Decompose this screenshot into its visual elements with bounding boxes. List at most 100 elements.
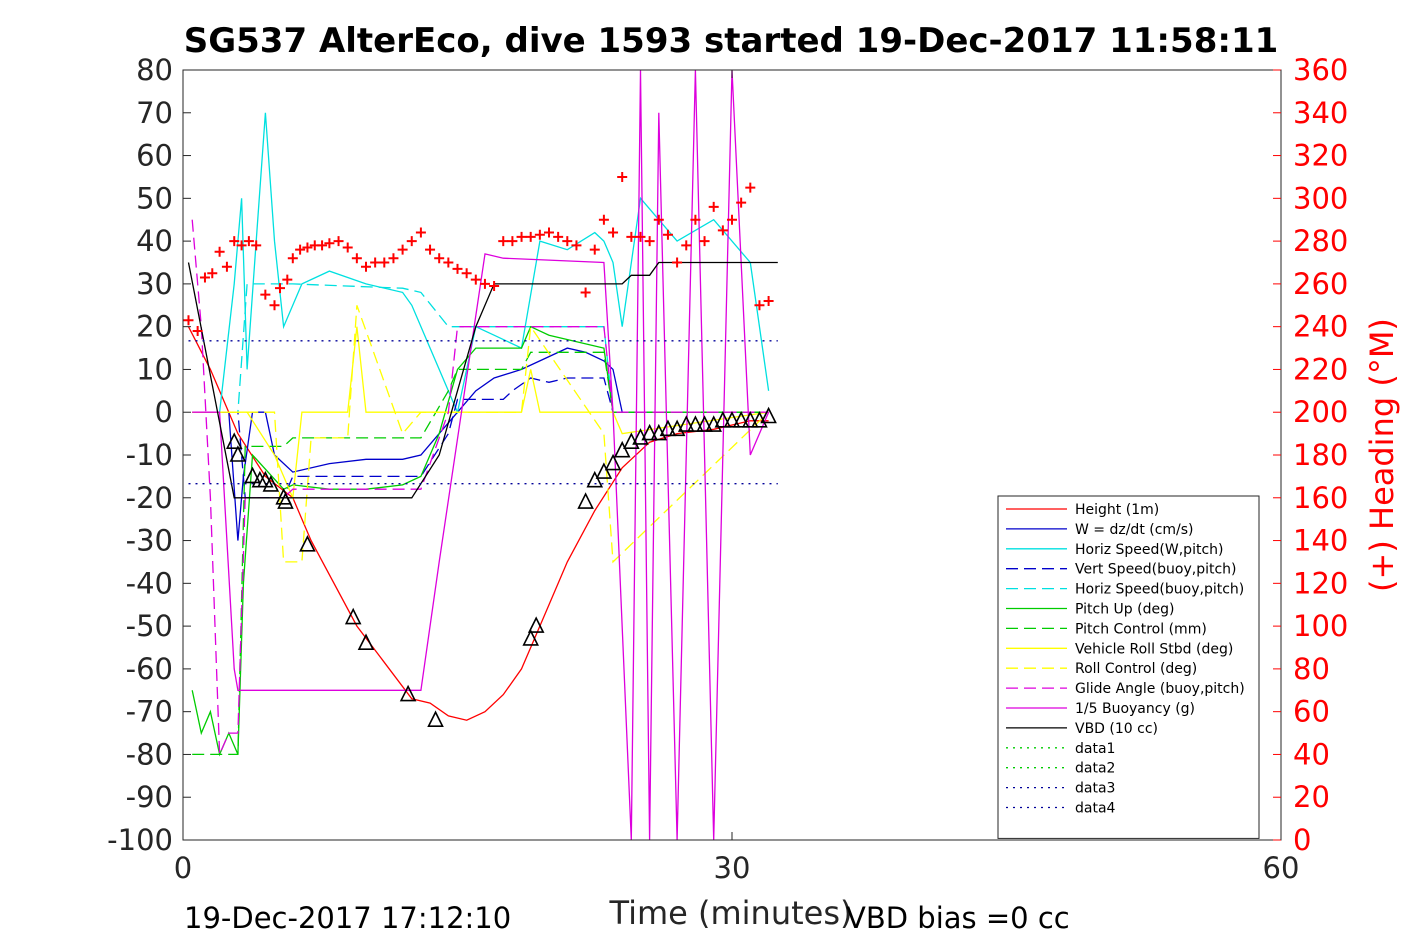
heading-marker	[653, 214, 664, 225]
plot-area	[183, 70, 778, 840]
plot-content	[183, 70, 778, 840]
y2-tick-label: 340	[1293, 96, 1348, 130]
heading-marker	[534, 229, 545, 240]
heading-marker	[192, 325, 203, 336]
heading-marker	[274, 283, 285, 294]
y2-tick-label: 320	[1293, 139, 1348, 173]
y-tick-label: 60	[136, 139, 173, 173]
x-tick-label: 30	[714, 851, 751, 885]
legend-box	[997, 495, 1260, 839]
heading-marker	[727, 214, 737, 225]
dive-marker	[760, 406, 777, 424]
legend-label: Height (1m)	[1075, 502, 1159, 518]
footer-timestamp: 19-Dec-2017 17:12:10	[184, 901, 511, 935]
dive-marker	[427, 710, 444, 728]
dive-marker	[522, 629, 539, 646]
y2-tick-label: 0	[1293, 823, 1311, 857]
heading-marker	[302, 242, 313, 253]
legend-label: Horiz Speed(buoy,pitch)	[1075, 582, 1244, 598]
y2-tick-label: 20	[1293, 780, 1330, 814]
y2-axis-label: (+) Heading (°M)	[1363, 318, 1401, 592]
legend-label: Vert Speed(buoy,pitch)	[1075, 562, 1237, 578]
heading-marker	[452, 263, 463, 274]
series-line-5	[192, 283, 769, 413]
dive-marker	[687, 415, 704, 432]
heading-marker	[507, 236, 518, 247]
legend-label: Roll Control (deg)	[1075, 661, 1197, 677]
y-tick-label: -60	[126, 652, 173, 686]
heading-marker	[699, 236, 710, 247]
dive-marker	[604, 453, 622, 471]
heading-marker	[324, 238, 335, 249]
heading-marker	[580, 287, 591, 298]
heading-marker	[571, 240, 582, 251]
y2-tick-label: 160	[1293, 481, 1348, 515]
heading-marker	[351, 253, 362, 264]
legend-label: VBD (10 cc)	[1075, 721, 1158, 737]
y2-tick-label: 60	[1293, 695, 1330, 729]
y-tick-label: -70	[126, 695, 173, 729]
heading-marker	[243, 236, 254, 247]
heading-marker	[763, 296, 774, 306]
heading-marker	[498, 236, 509, 247]
dive-marker	[277, 492, 294, 509]
dive-marker	[714, 410, 732, 428]
series-line-4	[192, 377, 769, 499]
heading-marker	[562, 236, 573, 247]
heading-marker	[717, 225, 728, 236]
y-tick-label: -80	[126, 737, 173, 771]
y-tick-label: 80	[136, 53, 173, 87]
legend-label: Glide Angle (buoy,pitch)	[1075, 681, 1245, 697]
legend-label: data1	[1075, 741, 1115, 757]
y2-tick-label: 220	[1293, 352, 1348, 386]
heading-marker	[434, 253, 445, 264]
y-tick-label: -20	[126, 481, 173, 515]
heading-marker	[626, 231, 637, 242]
heading-marker	[214, 246, 225, 257]
heading-marker	[516, 231, 527, 242]
y-tick-label: -50	[126, 609, 173, 643]
y-tick-label: 20	[136, 310, 173, 344]
y2-tick-label: 280	[1293, 224, 1348, 258]
heading-marker	[479, 278, 490, 289]
heading-marker	[489, 281, 500, 292]
heading-marker	[662, 229, 673, 240]
y2-tick-label: 360	[1293, 53, 1348, 87]
heading-marker	[269, 300, 280, 311]
heading-marker	[370, 257, 381, 268]
legend-label: Horiz Speed(W,pitch)	[1075, 542, 1223, 558]
dive-marker	[595, 462, 613, 479]
heading-marker	[287, 253, 298, 264]
heading-marker	[229, 236, 240, 247]
heading-marker	[672, 257, 683, 268]
heading-marker	[525, 231, 536, 242]
legend-label: data3	[1075, 781, 1115, 797]
heading-marker	[635, 231, 646, 242]
legend-label: Pitch Control (mm)	[1075, 621, 1207, 637]
heading-marker	[388, 253, 399, 264]
chart-title: SG537 AlterEco, dive 1593 started 19-Dec…	[184, 21, 1279, 61]
heading-marker	[207, 268, 218, 279]
legend-label: Pitch Up (deg)	[1075, 602, 1174, 618]
dive-marker	[229, 445, 247, 462]
dive-marker	[399, 684, 417, 702]
legend-label: data4	[1075, 801, 1116, 817]
y2-tick-label: 120	[1293, 566, 1348, 600]
heading-marker	[644, 236, 655, 247]
heading-marker	[617, 171, 628, 182]
x-axis-label: Time (minutes)	[609, 894, 853, 932]
heading-marker	[544, 227, 554, 238]
series-line-3	[192, 112, 770, 415]
y-tick-label: 10	[136, 352, 173, 386]
y2-tick-label: 80	[1293, 652, 1330, 686]
footer-vbd-bias: VBD bias =0 cc	[846, 901, 1070, 935]
series-line-12	[187, 261, 778, 499]
heading-marker	[251, 240, 262, 251]
heading-marker	[361, 261, 371, 272]
dive-marker	[659, 419, 677, 437]
heading-marker	[598, 214, 609, 225]
heading-marker	[406, 236, 417, 247]
series-line-9	[192, 305, 770, 564]
